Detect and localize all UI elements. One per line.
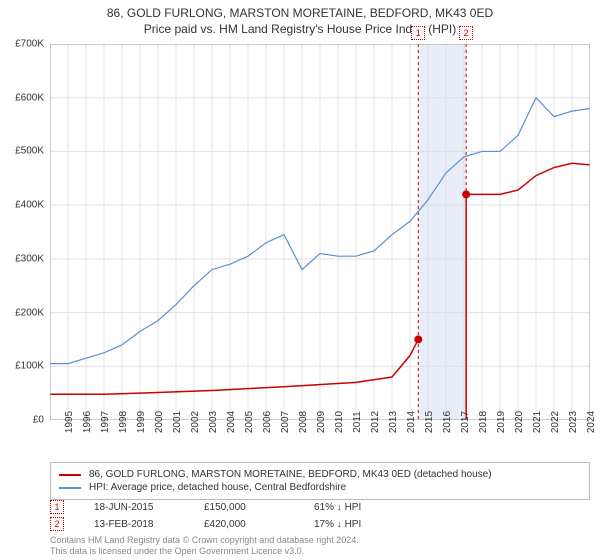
details-pct-1: 61% ↓ HPI [314, 502, 394, 513]
y-tick-label: £600K [15, 92, 44, 103]
details-table: 1 18-JUN-2015 £150,000 61% ↓ HPI 2 13-FE… [50, 500, 590, 534]
footer-line1: Contains HM Land Registry data © Crown c… [50, 535, 359, 546]
details-pct-2: 17% ↓ HPI [314, 519, 394, 530]
legend-label-hpi: HPI: Average price, detached house, Cent… [89, 482, 346, 493]
details-price-2: £420,000 [204, 519, 284, 530]
chart-svg [50, 44, 590, 420]
legend-swatch-hpi [59, 487, 81, 489]
y-tick-label: £300K [15, 253, 44, 264]
chart-marker-badge: 2 [459, 26, 473, 40]
y-tick-label: £0 [33, 415, 44, 426]
chart-marker-badge: 1 [411, 26, 425, 40]
y-tick-label: £500K [15, 146, 44, 157]
details-date-1: 18-JUN-2015 [94, 502, 174, 513]
details-row-2: 2 13-FEB-2018 £420,000 17% ↓ HPI [50, 517, 590, 531]
legend-row-hpi: HPI: Average price, detached house, Cent… [59, 482, 581, 493]
marker-badge-2: 2 [50, 517, 64, 531]
details-price-1: £150,000 [204, 502, 284, 513]
footer-line2: This data is licensed under the Open Gov… [50, 546, 359, 557]
legend-swatch-price-paid [59, 474, 81, 476]
y-tick-label: £400K [15, 200, 44, 211]
x-axis-ticks: 1995199619971998199920002001200220032004… [50, 420, 590, 460]
legend-row-price-paid: 86, GOLD FURLONG, MARSTON MORETAINE, BED… [59, 469, 581, 480]
y-tick-label: £700K [15, 39, 44, 50]
y-axis-ticks: £0£100K£200K£300K£400K£500K£600K£700K [0, 44, 48, 420]
y-tick-label: £200K [15, 307, 44, 318]
x-tick-label: 2025 [590, 411, 600, 433]
y-tick-label: £100K [15, 361, 44, 372]
footer-attribution: Contains HM Land Registry data © Crown c… [50, 535, 359, 557]
legend-box: 86, GOLD FURLONG, MARSTON MORETAINE, BED… [50, 462, 590, 500]
details-date-2: 13-FEB-2018 [94, 519, 174, 530]
chart-title-line1: 86, GOLD FURLONG, MARSTON MORETAINE, BED… [10, 6, 590, 20]
chart-title-line2: Price paid vs. HM Land Registry's House … [10, 22, 590, 36]
details-row-1: 1 18-JUN-2015 £150,000 61% ↓ HPI [50, 500, 590, 514]
chart-plot-area: 12 [50, 44, 590, 420]
chart-title-block: 86, GOLD FURLONG, MARSTON MORETAINE, BED… [0, 0, 600, 38]
legend-label-price-paid: 86, GOLD FURLONG, MARSTON MORETAINE, BED… [89, 469, 492, 480]
marker-badge-1: 1 [50, 500, 64, 514]
